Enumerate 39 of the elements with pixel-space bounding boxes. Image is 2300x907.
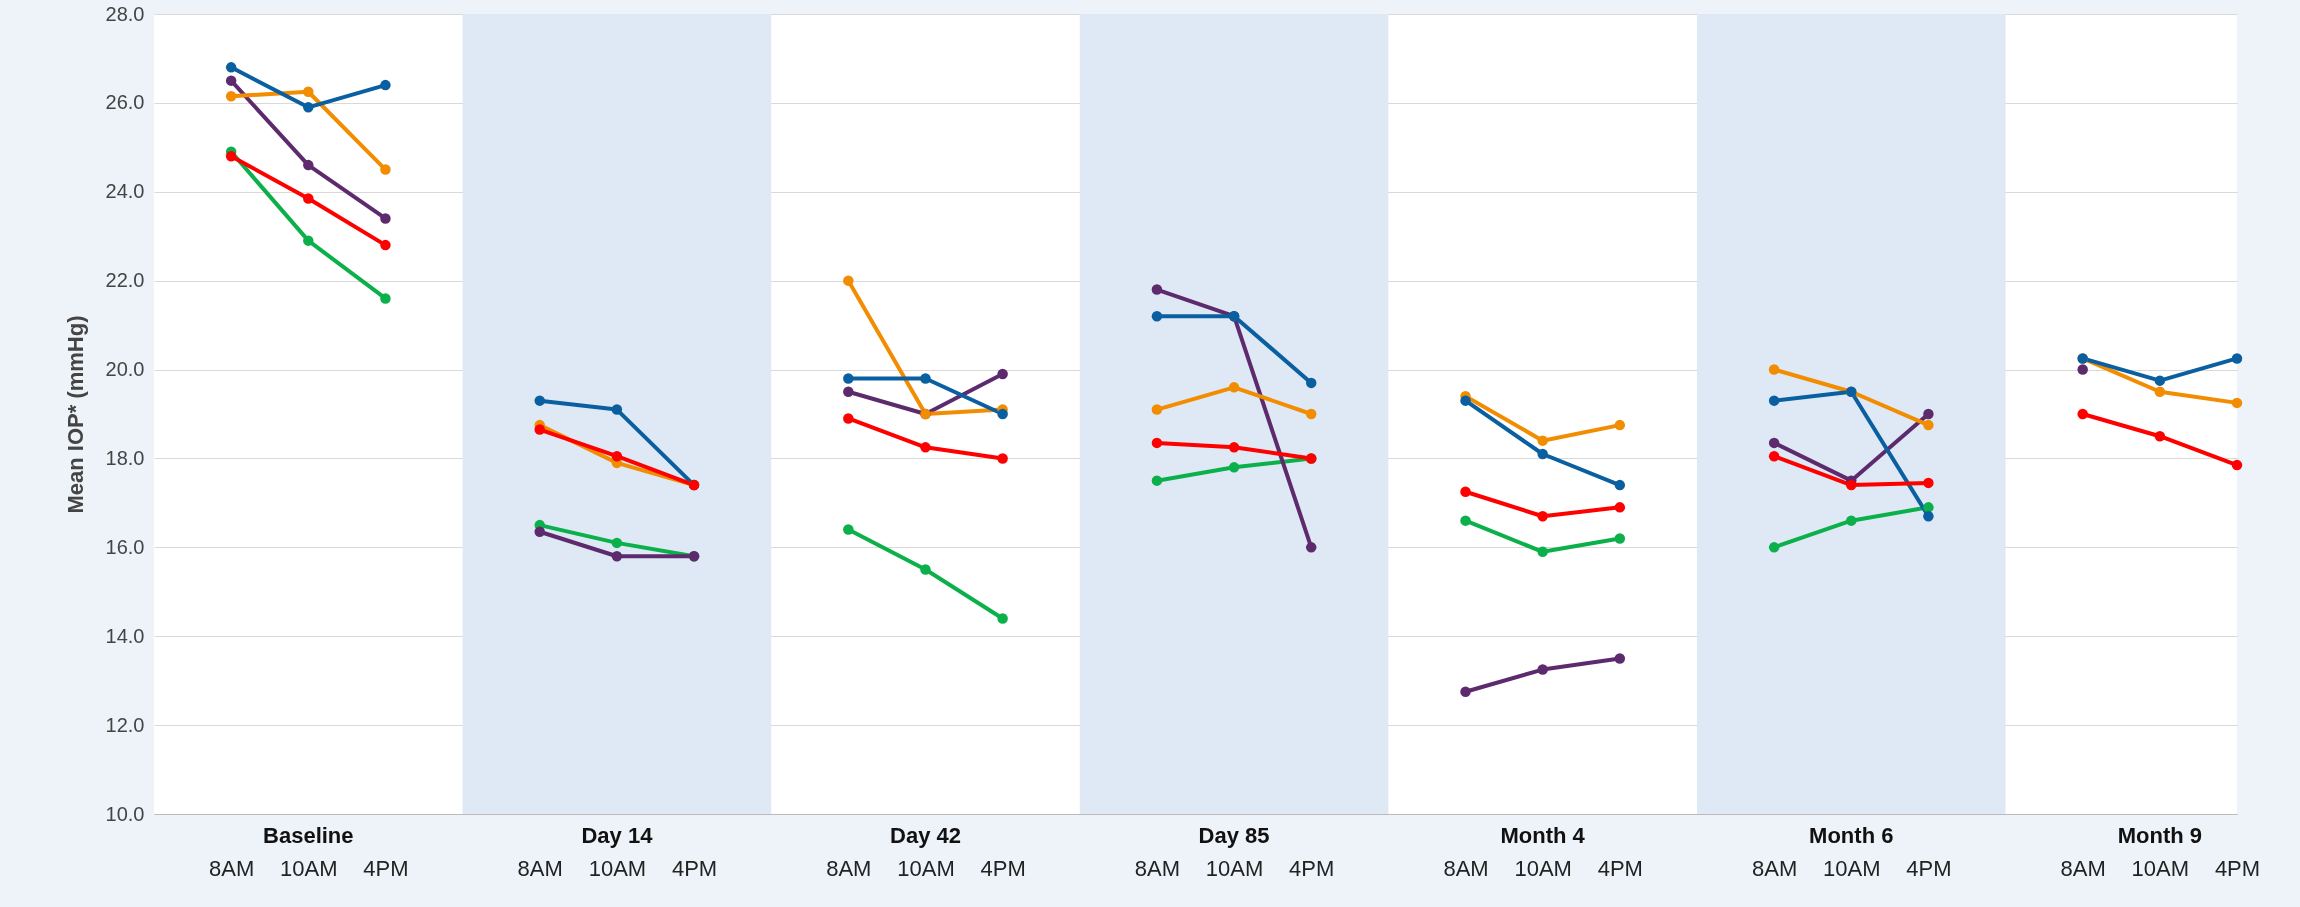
text: Month 4 — [1500, 823, 1586, 848]
y-tick-label: 18.0 — [105, 446, 145, 469]
x-tick-label: 10AM — [280, 855, 338, 881]
text: Day 85 — [1198, 823, 1270, 848]
y-tick-label: 22.0 — [105, 269, 145, 292]
x-tick-label: 8AM — [209, 855, 255, 881]
y-tick-label: 28.0 — [105, 2, 145, 25]
x-tick-label: 8AM — [2060, 855, 2106, 881]
x-tick-label: 8AM — [826, 855, 872, 881]
x-tick-label: 10AM — [588, 855, 647, 881]
x-tick-label: 4PM — [2214, 855, 2261, 881]
x-tick-label: 4PM — [671, 855, 718, 881]
y-tick-label: 10.0 — [105, 802, 145, 825]
y-tick-label: 16.0 — [105, 535, 145, 558]
y-axis-title: Mean IOP* (mmHg) — [62, 315, 88, 514]
x-tick-label: 10AM — [1514, 855, 1572, 881]
text: Baseline — [263, 823, 354, 848]
x-tick-label: 10AM — [897, 855, 955, 881]
x-tick-label: 10AM — [1205, 855, 1264, 881]
x-tick-label: 4PM — [1289, 855, 1335, 881]
x-tick-label: 8AM — [1751, 855, 1798, 881]
x-tick-label: 4PM — [1597, 855, 1643, 881]
text: Day 14 — [581, 823, 654, 848]
x-tick-label: 8AM — [1134, 855, 1181, 881]
x-tick-label: 4PM — [363, 855, 409, 881]
x-tick-label: 10AM — [2131, 855, 2190, 881]
x-tick-label: 8AM — [517, 855, 563, 881]
x-tick-label: 10AM — [1823, 855, 1881, 881]
y-tick-label: 24.0 — [105, 180, 145, 203]
x-tick-label: 4PM — [980, 855, 1026, 881]
text: Day 42 — [890, 823, 961, 848]
y-tick-label: 20.0 — [105, 358, 145, 381]
x-tick-label: 4PM — [1906, 855, 1952, 881]
y-tick-label: 26.0 — [105, 91, 145, 114]
text: Month 9 — [2117, 823, 2203, 848]
y-tick-label: 14.0 — [105, 624, 145, 647]
text: Month 6 — [1809, 823, 1894, 848]
x-tick-label: 8AM — [1443, 855, 1489, 881]
y-tick-label: 12.0 — [105, 713, 145, 736]
